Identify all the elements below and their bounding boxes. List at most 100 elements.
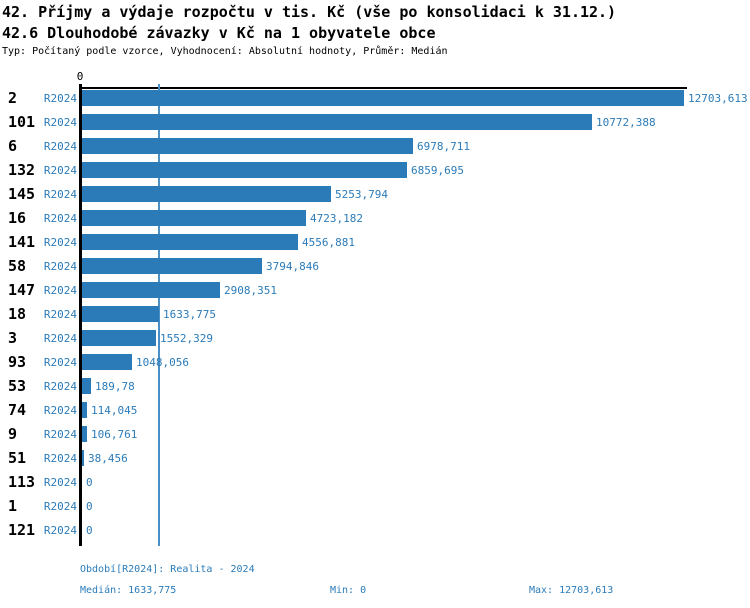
chart-row: 18 R2024 1633,775 xyxy=(0,306,750,322)
chart-row: 6 R2024 6978,711 xyxy=(0,138,750,154)
chart-row: 74 R2024 114,045 xyxy=(0,402,750,418)
row-rank-label: 16 xyxy=(8,209,27,227)
row-bar xyxy=(82,114,592,130)
row-rank-label: 121 xyxy=(8,521,36,539)
row-value-label: 0 xyxy=(86,476,93,489)
chart-row: 121 R2024 0 xyxy=(0,522,750,538)
row-bar xyxy=(82,354,132,370)
row-bar xyxy=(82,258,262,274)
row-value-label: 5253,794 xyxy=(335,188,388,201)
row-rank-label: 113 xyxy=(8,473,36,491)
chart-row: 53 R2024 189,78 xyxy=(0,378,750,394)
row-value-label: 6859,695 xyxy=(411,164,464,177)
row-period-label: R2024 xyxy=(43,452,77,465)
row-bar xyxy=(82,402,87,418)
y-axis-line xyxy=(79,84,82,546)
chart-row: 141 R2024 4556,881 xyxy=(0,234,750,250)
row-period-label: R2024 xyxy=(43,356,77,369)
row-rank-label: 101 xyxy=(8,113,36,131)
row-period-label: R2024 xyxy=(43,332,77,345)
row-period-label: R2024 xyxy=(43,500,77,513)
row-period-label: R2024 xyxy=(43,164,77,177)
row-rank-label: 18 xyxy=(8,305,27,323)
row-period-label: R2024 xyxy=(43,524,77,537)
row-value-label: 0 xyxy=(86,500,93,513)
row-period-label: R2024 xyxy=(43,116,77,129)
row-value-label: 3794,846 xyxy=(266,260,319,273)
row-rank-label: 51 xyxy=(8,449,27,467)
chart-title-line1: 42. Příjmy a výdaje rozpočtu v tis. Kč (… xyxy=(2,3,617,21)
row-value-label: 4556,881 xyxy=(302,236,355,249)
row-rank-label: 132 xyxy=(8,161,36,179)
row-value-label: 2908,351 xyxy=(224,284,277,297)
row-period-label: R2024 xyxy=(43,140,77,153)
row-rank-label: 141 xyxy=(8,233,36,251)
row-rank-label: 6 xyxy=(8,137,18,155)
row-value-label: 1552,329 xyxy=(160,332,213,345)
row-bar xyxy=(82,210,306,226)
row-period-label: R2024 xyxy=(43,428,77,441)
chart-row: 3 R2024 1552,329 xyxy=(0,330,750,346)
row-value-label: 4723,182 xyxy=(310,212,363,225)
row-value-label: 106,761 xyxy=(91,428,138,441)
row-value-label: 38,456 xyxy=(88,452,128,465)
row-rank-label: 93 xyxy=(8,353,27,371)
row-bar xyxy=(82,426,87,442)
row-rank-label: 58 xyxy=(8,257,27,275)
x-axis-line xyxy=(80,87,687,89)
row-rank-label: 2 xyxy=(8,89,18,107)
row-rank-label: 9 xyxy=(8,425,18,443)
row-bar xyxy=(82,306,159,322)
row-rank-label: 74 xyxy=(8,401,27,419)
chart-row: 51 R2024 38,456 xyxy=(0,450,750,466)
row-value-label: 1633,775 xyxy=(163,308,216,321)
chart-row: 113 R2024 0 xyxy=(0,474,750,490)
row-value-label: 12703,613 xyxy=(688,92,748,105)
chart-row: 147 R2024 2908,351 xyxy=(0,282,750,298)
row-rank-label: 145 xyxy=(8,185,36,203)
row-value-label: 10772,388 xyxy=(596,116,656,129)
row-bar xyxy=(82,378,91,394)
row-period-label: R2024 xyxy=(43,380,77,393)
chart-subtitle: Typ: Počítaný podle vzorce, Vyhodnocení:… xyxy=(2,46,448,57)
x-axis-zero-tick-label: 0 xyxy=(76,70,84,83)
chart-row: 101 R2024 10772,388 xyxy=(0,114,750,130)
row-rank-label: 147 xyxy=(8,281,36,299)
row-period-label: R2024 xyxy=(43,476,77,489)
chart-row: 132 R2024 6859,695 xyxy=(0,162,750,178)
row-value-label: 6978,711 xyxy=(417,140,470,153)
chart-row: 145 R2024 5253,794 xyxy=(0,186,750,202)
row-bar xyxy=(82,90,684,106)
chart-row: 1 R2024 0 xyxy=(0,498,750,514)
row-rank-label: 53 xyxy=(8,377,27,395)
chart-row: 9 R2024 106,761 xyxy=(0,426,750,442)
chart-row: 16 R2024 4723,182 xyxy=(0,210,750,226)
row-value-label: 1048,056 xyxy=(136,356,189,369)
chart-row: 2 R2024 12703,613 xyxy=(0,90,750,106)
row-value-label: 189,78 xyxy=(95,380,135,393)
footer-median-stat: Medián: 1633,775 xyxy=(80,585,177,596)
row-bar xyxy=(82,186,331,202)
row-period-label: R2024 xyxy=(43,404,77,417)
row-period-label: R2024 xyxy=(43,284,77,297)
median-gridline xyxy=(158,84,160,546)
row-bar xyxy=(82,330,156,346)
chart-title-line2: 42.6 Dlouhodobé závazky v Kč na 1 obyvat… xyxy=(2,24,436,42)
row-period-label: R2024 xyxy=(43,188,77,201)
footer-period-info: Období[R2024]: Realita - 2024 xyxy=(80,564,255,575)
row-period-label: R2024 xyxy=(43,308,77,321)
row-rank-label: 3 xyxy=(8,329,18,347)
row-rank-label: 1 xyxy=(8,497,18,515)
row-bar xyxy=(82,282,220,298)
footer-min-stat: Min: 0 xyxy=(330,585,367,596)
chart-row: 93 R2024 1048,056 xyxy=(0,354,750,370)
row-bar xyxy=(82,450,84,466)
row-bar xyxy=(82,138,413,154)
row-value-label: 0 xyxy=(86,524,93,537)
row-period-label: R2024 xyxy=(43,260,77,273)
row-period-label: R2024 xyxy=(43,92,77,105)
row-bar xyxy=(82,234,298,250)
chart-row: 58 R2024 3794,846 xyxy=(0,258,750,274)
